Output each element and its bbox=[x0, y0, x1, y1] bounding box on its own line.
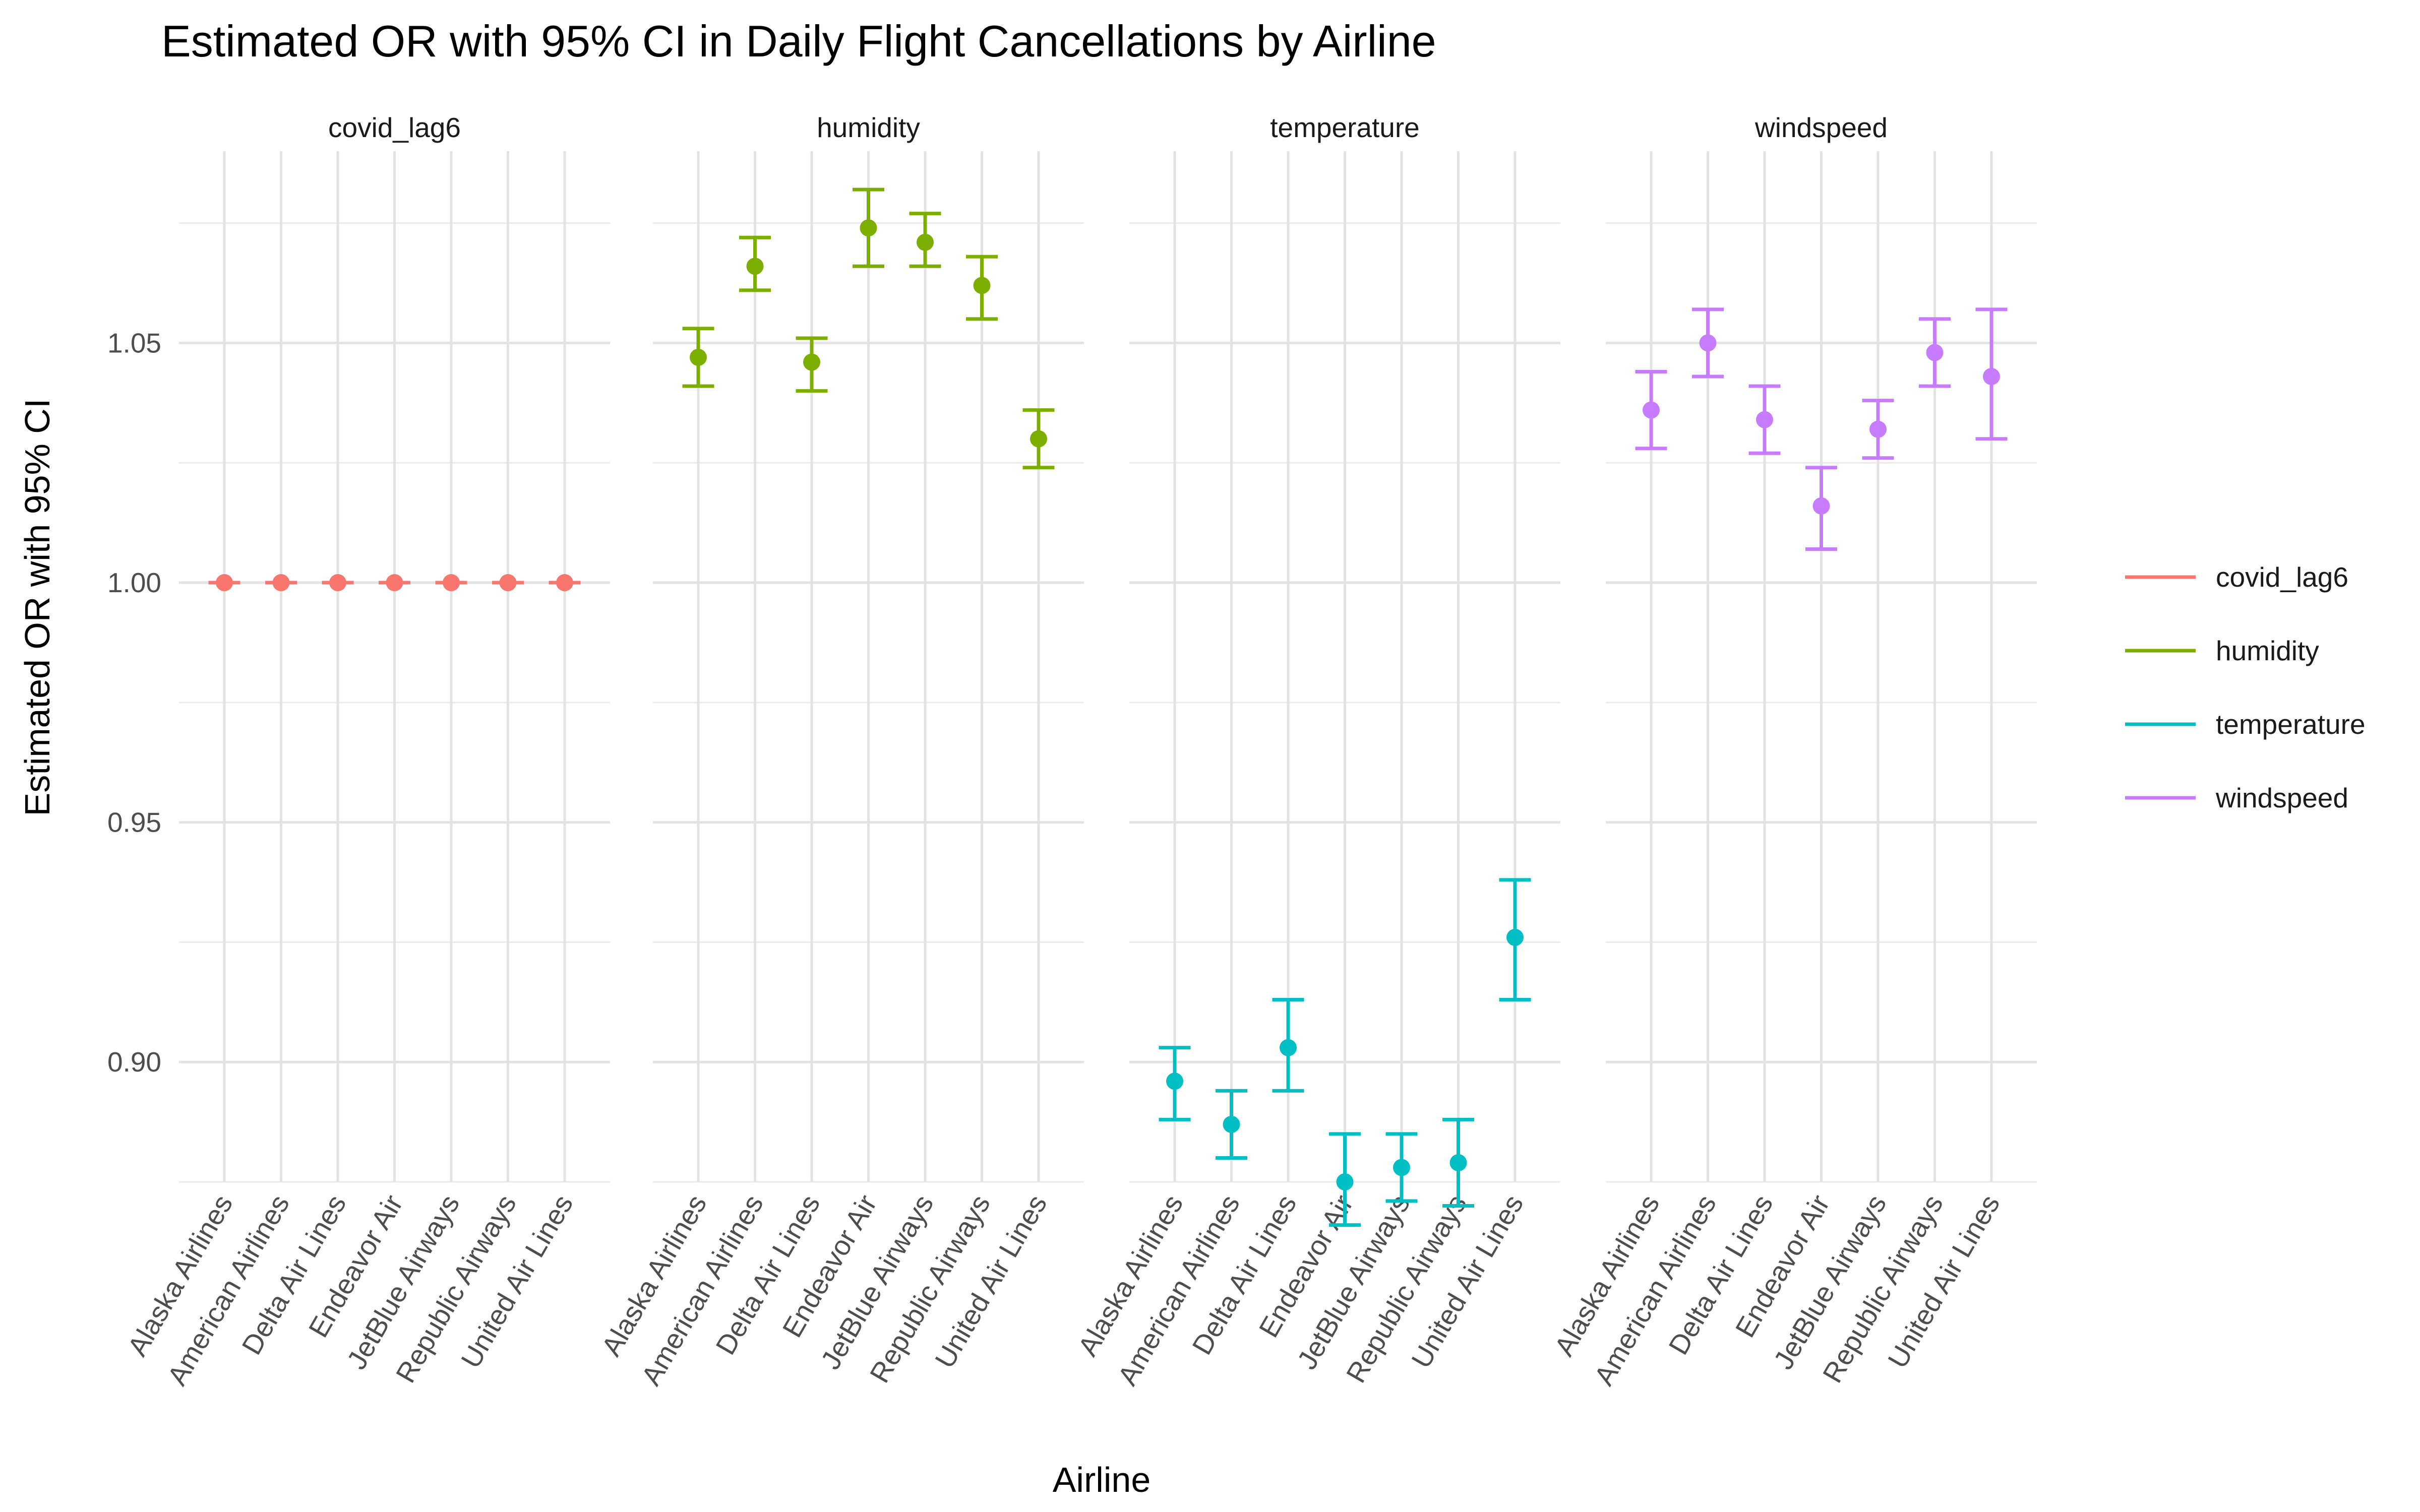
estimate-point bbox=[1506, 928, 1524, 946]
legend-label: windspeed bbox=[2215, 782, 2348, 813]
legend-item-windspeed: windspeed bbox=[2125, 782, 2348, 813]
estimate-point bbox=[386, 574, 403, 592]
estimate-point bbox=[1983, 368, 2000, 386]
chart-title: Estimated OR with 95% CI in Daily Flight… bbox=[161, 16, 1436, 66]
estimate-point bbox=[1756, 411, 1773, 428]
estimate-point bbox=[1280, 1039, 1297, 1056]
error-bar bbox=[739, 235, 771, 292]
error-bar bbox=[1385, 1132, 1418, 1203]
estimate-point bbox=[1869, 420, 1887, 438]
estimate-point bbox=[216, 574, 233, 592]
y-tick-label: 1.05 bbox=[107, 327, 161, 358]
error-bar bbox=[1748, 384, 1781, 455]
y-tick-label: 0.95 bbox=[107, 807, 161, 838]
error-bar bbox=[1919, 317, 1951, 388]
error-bar bbox=[1635, 370, 1667, 451]
error-bar bbox=[208, 574, 240, 592]
y-axis-title: Estimated OR with 95% CI bbox=[18, 399, 57, 816]
error-bar bbox=[265, 574, 297, 592]
error-bar bbox=[322, 574, 354, 592]
legend-item-temperature: temperature bbox=[2125, 709, 2366, 740]
estimate-point bbox=[1449, 1154, 1467, 1171]
error-bar bbox=[1216, 1089, 1247, 1160]
estimate-point bbox=[1643, 401, 1660, 419]
y-tick-label: 1.00 bbox=[107, 567, 161, 598]
facet-label: temperature bbox=[1270, 112, 1420, 143]
legend-label: temperature bbox=[2216, 709, 2366, 740]
error-bar bbox=[1442, 1117, 1474, 1208]
error-bar bbox=[1272, 998, 1304, 1093]
error-bar bbox=[435, 574, 467, 592]
error-bar bbox=[1862, 399, 1894, 460]
estimate-point bbox=[917, 233, 934, 251]
facet-label: humidity bbox=[817, 112, 920, 143]
error-bar bbox=[379, 574, 410, 592]
y-tick-label: 0.90 bbox=[107, 1046, 161, 1078]
error-bar bbox=[682, 327, 714, 388]
x-axis-title: Airline bbox=[1053, 1460, 1151, 1499]
estimate-point bbox=[1812, 497, 1830, 515]
error-bar bbox=[796, 336, 828, 393]
estimate-point bbox=[499, 574, 517, 592]
estimate-point bbox=[1223, 1115, 1240, 1133]
estimate-point bbox=[860, 219, 877, 237]
error-bar bbox=[1805, 466, 1837, 551]
estimate-point bbox=[803, 353, 820, 371]
estimate-point bbox=[1336, 1173, 1354, 1190]
facet-label: covid_lag6 bbox=[328, 112, 461, 143]
estimate-point bbox=[1030, 430, 1047, 448]
error-bar bbox=[492, 574, 524, 592]
error-bar bbox=[1975, 307, 2008, 441]
error-bar bbox=[966, 255, 998, 321]
legend-item-humidity: humidity bbox=[2125, 635, 2319, 666]
error-bar bbox=[1692, 307, 1724, 379]
estimate-point bbox=[1926, 344, 1944, 361]
estimate-point bbox=[1393, 1159, 1410, 1176]
legend-label: humidity bbox=[2216, 635, 2319, 666]
legend-item-covid-lag6: covid_lag6 bbox=[2125, 561, 2348, 593]
facet-label: windspeed bbox=[1754, 112, 1888, 143]
error-bar bbox=[1329, 1132, 1361, 1227]
legend-label: covid_lag6 bbox=[2216, 561, 2348, 593]
error-bar bbox=[909, 212, 941, 268]
error-bar bbox=[549, 574, 581, 592]
error-bar bbox=[1159, 1046, 1191, 1121]
estimate-point bbox=[272, 574, 290, 592]
estimate-point bbox=[690, 349, 707, 366]
estimate-point bbox=[556, 574, 573, 592]
estimate-point bbox=[1699, 334, 1717, 352]
error-bar bbox=[1499, 878, 1531, 1002]
legend: covid_lag6 humidity temperature windspeed bbox=[2125, 561, 2366, 813]
error-bar bbox=[1022, 408, 1055, 470]
estimate-point bbox=[329, 574, 346, 592]
estimate-point bbox=[1166, 1073, 1183, 1090]
estimate-point bbox=[973, 277, 991, 294]
estimate-point bbox=[746, 258, 764, 275]
error-bar bbox=[853, 187, 884, 268]
estimate-point bbox=[443, 574, 460, 592]
